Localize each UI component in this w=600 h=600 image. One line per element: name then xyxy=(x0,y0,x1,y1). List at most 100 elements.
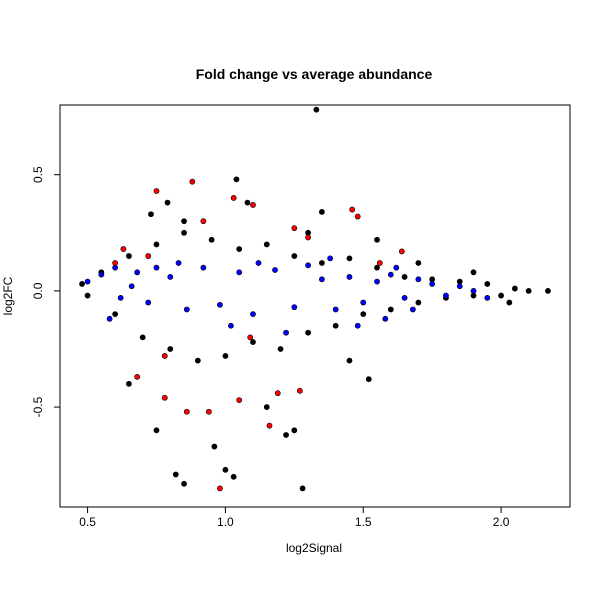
x-axis-label: log2Signal xyxy=(286,541,342,555)
data-point-black xyxy=(139,334,146,341)
data-point-red xyxy=(161,394,168,401)
data-point-black xyxy=(244,199,251,206)
data-point-blue xyxy=(305,262,312,269)
data-point-red xyxy=(153,188,160,194)
data-point-black xyxy=(291,253,298,259)
data-point-blue xyxy=(429,281,436,287)
data-point-black xyxy=(172,471,179,478)
data-point-black xyxy=(148,211,154,218)
data-point-blue xyxy=(128,283,135,290)
data-point-blue xyxy=(382,315,389,322)
data-point-blue xyxy=(250,311,256,318)
data-point-black xyxy=(126,380,132,387)
data-point-red xyxy=(236,397,243,404)
data-point-black xyxy=(181,218,187,225)
data-point-black xyxy=(415,299,422,306)
data-point-black xyxy=(153,427,160,434)
data-point-black xyxy=(401,274,408,280)
data-point-blue xyxy=(409,306,416,313)
data-point-blue xyxy=(374,278,380,285)
data-point-black xyxy=(126,253,132,259)
data-point-black xyxy=(506,299,513,306)
data-point-red xyxy=(230,195,237,201)
data-point-black xyxy=(181,480,187,487)
data-point-red xyxy=(161,353,168,359)
data-point-blue xyxy=(98,271,105,278)
data-point-blue xyxy=(291,304,298,311)
data-point-black xyxy=(153,241,160,248)
data-point-black xyxy=(211,443,218,450)
data-point-black xyxy=(470,269,477,276)
data-point-black xyxy=(181,229,187,236)
data-point-red xyxy=(134,373,141,380)
data-point-red xyxy=(305,234,312,241)
data-point-black xyxy=(208,236,215,243)
data-point-blue xyxy=(145,299,152,306)
data-point-black xyxy=(511,285,518,292)
x-tick-label: 1.0 xyxy=(217,515,234,529)
data-point-black xyxy=(387,306,394,313)
data-point-blue xyxy=(167,274,174,280)
data-point-blue xyxy=(283,329,289,336)
data-point-red xyxy=(200,218,207,225)
data-point-black xyxy=(167,346,174,352)
data-point-black xyxy=(318,260,325,266)
data-point-black xyxy=(318,208,325,215)
data-point-blue xyxy=(236,269,243,276)
data-point-red xyxy=(291,225,298,232)
data-point-red xyxy=(274,390,281,397)
data-point-black xyxy=(365,376,372,383)
data-point-blue xyxy=(415,276,422,283)
data-point-black xyxy=(305,329,312,336)
points-layer xyxy=(79,106,551,492)
data-point-blue xyxy=(216,301,223,308)
data-point-black xyxy=(263,241,270,248)
data-point-black xyxy=(194,357,201,364)
data-point-red xyxy=(247,334,254,341)
data-point-black xyxy=(222,353,229,359)
data-point-red xyxy=(398,248,405,255)
data-point-black xyxy=(545,287,551,294)
data-point-black xyxy=(299,485,306,492)
data-point-red xyxy=(112,260,119,266)
data-point-black xyxy=(374,264,380,271)
data-point-blue xyxy=(346,274,353,280)
data-point-black xyxy=(346,357,353,364)
data-point-black xyxy=(164,199,171,206)
data-point-red xyxy=(189,178,196,185)
x-tick-label: 1.5 xyxy=(355,515,372,529)
data-point-red xyxy=(120,246,127,252)
data-point-blue xyxy=(134,269,141,276)
data-point-black xyxy=(346,255,353,262)
data-point-red xyxy=(376,260,383,266)
data-point-red xyxy=(145,253,152,259)
y-axis-label: log2FC xyxy=(1,276,15,315)
data-point-blue xyxy=(327,255,334,262)
data-point-red xyxy=(183,408,190,415)
data-point-blue xyxy=(332,306,339,313)
x-tick-label: 0.5 xyxy=(79,515,96,529)
data-point-black xyxy=(236,246,243,252)
data-point-red xyxy=(250,202,256,208)
plot-frame xyxy=(59,104,571,508)
data-point-black xyxy=(112,311,119,318)
data-point-black xyxy=(84,292,91,299)
x-tick-label: 2.0 xyxy=(493,515,510,529)
data-point-blue xyxy=(272,267,278,273)
data-point-blue xyxy=(484,294,491,301)
data-point-black xyxy=(283,432,289,438)
data-point-blue xyxy=(153,264,160,271)
data-point-blue xyxy=(443,292,449,299)
y-tick-label: 0.5 xyxy=(31,166,45,183)
data-point-black xyxy=(374,236,380,243)
data-point-black xyxy=(484,281,491,287)
data-point-red xyxy=(354,213,361,220)
data-point-black xyxy=(233,176,240,183)
data-point-black xyxy=(79,281,85,287)
data-point-blue xyxy=(354,322,361,329)
data-point-black xyxy=(222,466,229,473)
y-tick-label: 0.0 xyxy=(31,282,45,299)
data-point-blue xyxy=(84,278,91,285)
data-point-black xyxy=(498,292,504,299)
